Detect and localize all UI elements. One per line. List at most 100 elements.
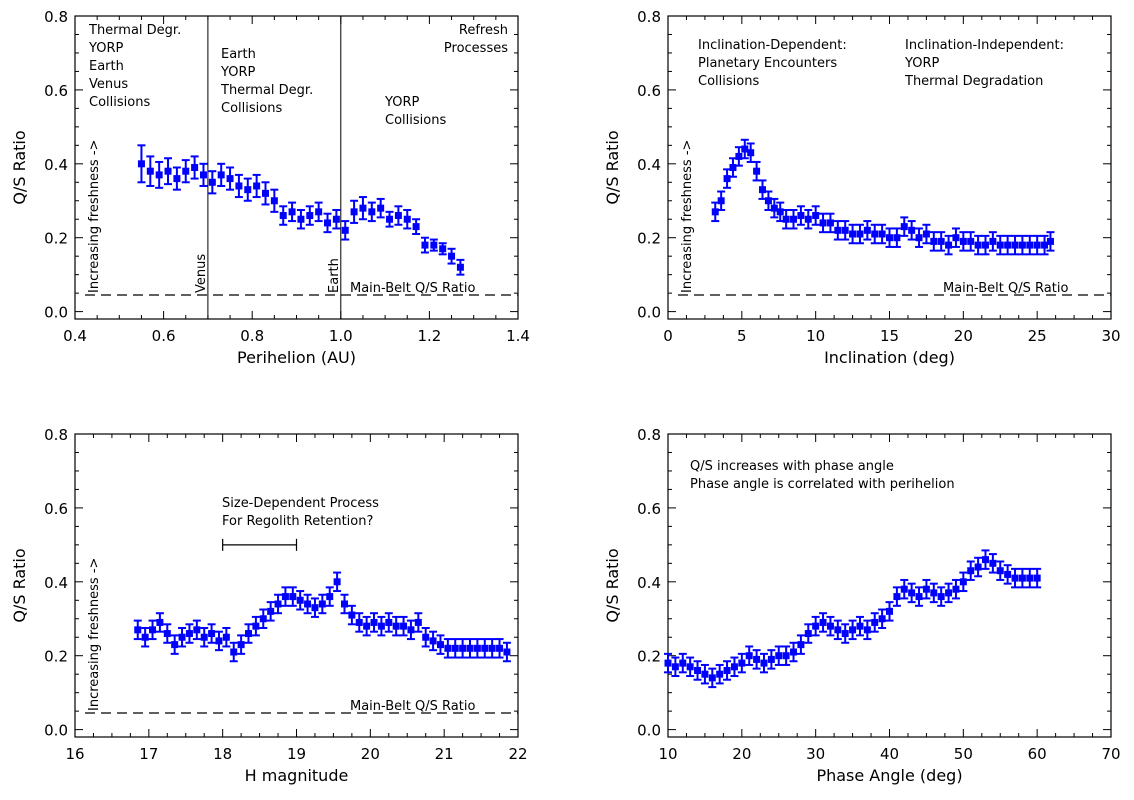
data-point xyxy=(1018,234,1027,256)
data-point xyxy=(715,663,724,685)
data-point xyxy=(305,205,314,226)
marker xyxy=(996,567,1004,575)
data-point xyxy=(217,162,226,187)
x-tick-label: 20 xyxy=(361,745,380,763)
marker xyxy=(856,230,864,238)
y-tick-label: 0.2 xyxy=(44,230,68,248)
marker xyxy=(182,167,190,175)
data-point xyxy=(466,638,475,659)
data-point xyxy=(752,160,761,182)
data-point xyxy=(774,645,783,666)
marker xyxy=(503,648,511,656)
data-point xyxy=(296,590,305,611)
marker xyxy=(863,226,871,234)
marker xyxy=(311,604,319,612)
data-point xyxy=(944,582,953,604)
y-tick-label: 0.6 xyxy=(637,82,661,100)
marker xyxy=(694,666,702,674)
annotation-text: Thermal Degr. xyxy=(88,23,181,38)
annotation-text: Inclination-Dependent: xyxy=(698,38,847,53)
marker xyxy=(767,655,775,663)
data-point xyxy=(737,652,746,674)
data-point xyxy=(370,612,379,633)
data-point xyxy=(1025,567,1034,589)
chart-panel-4: 10 20 30 40 50 60 70 0.0 0.2 0.4 0.6 0.8 Phase Angle… xyxy=(603,426,1121,785)
marker xyxy=(178,633,186,641)
data-point xyxy=(412,218,421,236)
data-point xyxy=(229,641,238,663)
marker xyxy=(908,226,916,234)
data-point xyxy=(438,242,447,256)
data-point xyxy=(192,619,201,641)
marker xyxy=(332,215,340,223)
marker xyxy=(1026,241,1034,249)
marker xyxy=(368,208,376,216)
data-point xyxy=(944,234,953,256)
data-point xyxy=(974,234,983,256)
annotation-text: Collisions xyxy=(221,101,282,116)
marker xyxy=(952,234,960,242)
y-tick-label: 0.0 xyxy=(44,304,68,322)
marker xyxy=(217,171,225,179)
data-point xyxy=(981,234,990,256)
marker xyxy=(671,663,679,671)
marker xyxy=(1011,241,1019,249)
data-point xyxy=(937,231,946,252)
marker xyxy=(296,596,304,604)
marker xyxy=(137,160,145,168)
marker xyxy=(359,204,367,212)
marker xyxy=(717,197,725,205)
data-point xyxy=(451,638,460,659)
marker xyxy=(723,666,731,674)
data-point xyxy=(392,615,401,637)
x-tick-label: 25 xyxy=(1028,327,1047,345)
x-axis-label: Phase Angle (deg) xyxy=(816,766,962,785)
data-point xyxy=(686,656,695,678)
chart-panel-1: 0.4 0.6 0.8 1.0 1.2 1.4 0.0 0.2 0.4 0.6 0.8 Perihel… xyxy=(10,8,530,367)
data-point xyxy=(804,623,813,644)
marker xyxy=(834,626,842,634)
marker xyxy=(199,171,207,179)
marker xyxy=(790,215,798,223)
marker xyxy=(1004,570,1012,578)
data-point xyxy=(376,197,385,219)
marker xyxy=(878,230,886,238)
x-tick-label: 0.8 xyxy=(240,327,264,345)
marker xyxy=(900,585,908,593)
data-point xyxy=(988,553,997,574)
marker xyxy=(340,600,348,608)
marker xyxy=(193,626,201,634)
freshness-label: Increasing freshness -> xyxy=(87,140,102,293)
data-point xyxy=(1018,567,1027,589)
marker xyxy=(915,234,923,242)
data-point xyxy=(274,593,283,615)
reference-line-label: Venus xyxy=(194,254,209,293)
data-point xyxy=(693,660,702,681)
data-point xyxy=(767,649,776,670)
marker xyxy=(711,208,719,216)
annotation-text: Size-Dependent Process xyxy=(222,496,379,511)
x-tick-label: 60 xyxy=(1028,745,1047,763)
marker xyxy=(1004,241,1012,249)
data-point xyxy=(804,208,813,230)
x-tick-label: 0.4 xyxy=(63,327,87,345)
freshness-label: Increasing freshness -> xyxy=(87,558,102,711)
data-point xyxy=(966,560,975,581)
marker xyxy=(318,600,326,608)
marker xyxy=(759,186,767,194)
data-point xyxy=(1033,567,1042,589)
y-tick-label: 0.4 xyxy=(44,156,68,174)
data-point xyxy=(855,223,864,245)
data-point xyxy=(922,223,931,245)
marker xyxy=(1011,574,1019,582)
marker xyxy=(377,622,385,630)
data-point xyxy=(362,615,371,637)
data-point xyxy=(959,231,968,252)
data-point xyxy=(863,220,872,241)
data-point xyxy=(900,216,909,237)
marker xyxy=(945,241,953,249)
marker xyxy=(324,219,332,227)
freshness-label: Increasing freshness -> xyxy=(680,140,695,293)
mainbelt-label: Main-Belt Q/S Ratio xyxy=(943,281,1068,296)
data-point xyxy=(155,612,164,633)
